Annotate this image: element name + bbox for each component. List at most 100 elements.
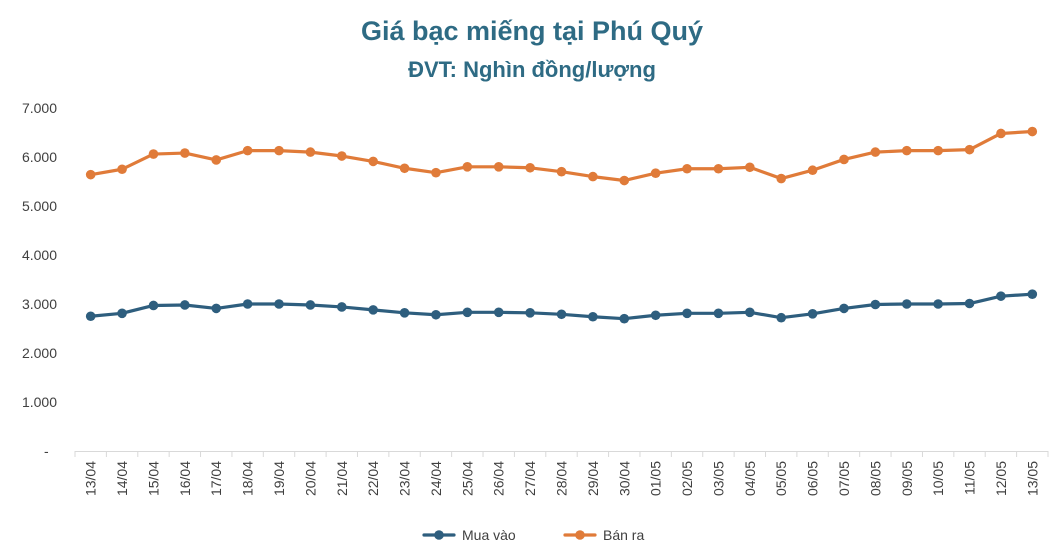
x-tick-label: 26/04 bbox=[491, 461, 507, 496]
data-point bbox=[274, 145, 284, 156]
x-tick-label: 29/04 bbox=[585, 461, 601, 496]
data-point bbox=[274, 299, 284, 309]
x-tick-label: 07/05 bbox=[836, 461, 852, 496]
x-tick-label: 17/04 bbox=[208, 461, 224, 496]
data-point bbox=[588, 311, 598, 322]
data-point bbox=[682, 163, 692, 174]
data-point bbox=[117, 308, 127, 319]
x-tick-label: 09/05 bbox=[899, 461, 915, 496]
x-tick-label: 04/05 bbox=[742, 461, 758, 496]
data-point bbox=[242, 299, 253, 309]
x-tick-label: 03/05 bbox=[710, 461, 726, 496]
data-point bbox=[964, 298, 975, 309]
data-point bbox=[713, 163, 724, 174]
data-point bbox=[996, 128, 1006, 139]
legend-marker bbox=[575, 530, 585, 540]
data-point bbox=[431, 309, 441, 320]
x-tick-label: 25/04 bbox=[459, 461, 475, 496]
x-tick-label: 11/05 bbox=[962, 461, 978, 495]
data-point bbox=[870, 147, 881, 157]
data-point bbox=[556, 309, 567, 320]
data-point bbox=[745, 307, 755, 318]
data-point bbox=[901, 145, 912, 156]
data-point bbox=[807, 309, 818, 319]
data-point bbox=[933, 145, 943, 156]
x-tick-label: 12/05 bbox=[993, 461, 1009, 496]
data-point bbox=[148, 149, 159, 159]
x-tick-label: 20/04 bbox=[302, 461, 318, 496]
y-tick-label: 1.000 bbox=[22, 394, 57, 410]
data-point bbox=[431, 167, 441, 178]
data-point bbox=[211, 303, 222, 314]
x-tick-label: 16/04 bbox=[177, 461, 193, 496]
data-point bbox=[462, 307, 473, 318]
data-point bbox=[399, 308, 410, 318]
x-tick-label: 06/05 bbox=[805, 461, 821, 496]
x-tick-label: 24/04 bbox=[428, 461, 444, 496]
data-point bbox=[1027, 126, 1038, 137]
x-tick-label: 08/05 bbox=[867, 461, 883, 496]
data-point bbox=[336, 302, 347, 312]
y-tick-label: 3.000 bbox=[22, 296, 57, 312]
data-point bbox=[996, 291, 1006, 301]
data-point bbox=[180, 148, 190, 158]
chart-title: Giá bạc miếng tại Phú Quý bbox=[360, 16, 704, 46]
legend-label: Bán ra bbox=[603, 527, 644, 543]
data-point bbox=[242, 145, 253, 156]
x-tick-label: 22/04 bbox=[365, 461, 381, 496]
data-point bbox=[839, 154, 849, 165]
y-tick-label: - bbox=[44, 443, 49, 459]
data-point bbox=[870, 299, 881, 310]
data-point bbox=[682, 308, 692, 319]
data-point bbox=[588, 171, 598, 182]
x-tick-label: 05/05 bbox=[773, 461, 789, 496]
y-tick-label: 4.000 bbox=[22, 247, 57, 263]
data-point bbox=[85, 311, 96, 322]
data-point bbox=[745, 162, 755, 173]
data-point bbox=[493, 307, 504, 318]
data-point bbox=[180, 300, 190, 310]
data-point bbox=[933, 299, 943, 309]
x-tick-label: 30/04 bbox=[616, 461, 632, 496]
legend-marker bbox=[434, 530, 444, 540]
x-tick-label: 27/04 bbox=[522, 461, 538, 496]
data-point bbox=[650, 310, 661, 321]
data-point bbox=[807, 165, 818, 176]
data-point bbox=[776, 312, 787, 323]
x-tick-label: 14/04 bbox=[114, 461, 130, 496]
data-point bbox=[148, 300, 159, 311]
chart-subtitle: ĐVT: Nghìn đồng/lượng bbox=[408, 57, 656, 82]
data-point bbox=[368, 305, 378, 315]
data-point bbox=[85, 169, 96, 180]
x-tick-label: 10/05 bbox=[930, 461, 946, 496]
data-point bbox=[1027, 289, 1038, 300]
y-tick-label: 5.000 bbox=[22, 198, 57, 214]
data-point bbox=[713, 308, 724, 319]
y-tick-label: 2.000 bbox=[22, 345, 57, 361]
data-point bbox=[901, 299, 912, 309]
x-tick-label: 18/04 bbox=[240, 461, 256, 496]
data-point bbox=[368, 156, 378, 167]
data-point bbox=[493, 162, 504, 172]
data-point bbox=[964, 144, 975, 155]
data-point bbox=[776, 173, 787, 184]
data-point bbox=[336, 151, 347, 161]
y-tick-label: 7.000 bbox=[22, 100, 57, 116]
data-point bbox=[619, 313, 630, 324]
data-point bbox=[619, 175, 630, 186]
data-point bbox=[211, 155, 222, 165]
x-tick-label: 19/04 bbox=[271, 461, 287, 496]
data-point bbox=[399, 163, 410, 174]
data-point bbox=[525, 162, 535, 173]
data-point bbox=[305, 147, 316, 157]
data-point bbox=[839, 303, 849, 314]
data-point bbox=[525, 308, 535, 318]
data-point bbox=[462, 162, 473, 172]
x-tick-label: 15/04 bbox=[145, 461, 161, 496]
data-point bbox=[117, 164, 127, 175]
x-tick-label: 28/04 bbox=[554, 461, 570, 496]
x-tick-label: 23/04 bbox=[397, 461, 413, 496]
data-point bbox=[305, 300, 316, 310]
